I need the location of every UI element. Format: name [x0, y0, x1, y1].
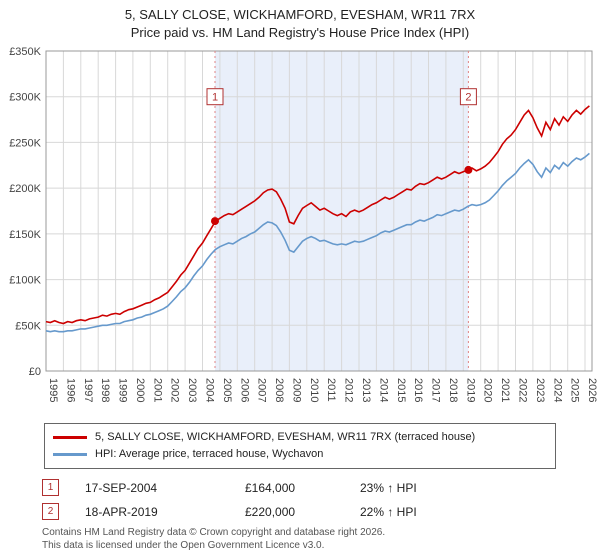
- chart-area: 1995 1996 1997 1998 1999 2000 2001 2002 2003 2004…: [0, 41, 600, 419]
- svg-text:2001: 2001: [151, 378, 163, 402]
- sale-1-number-badge: 1: [42, 479, 59, 497]
- svg-text:1999: 1999: [117, 378, 129, 402]
- svg-text:2005: 2005: [221, 378, 233, 402]
- chart-title-line1: 5, SALLY CLOSE, WICKHAMFORD, EVESHAM, WR…: [124, 7, 476, 22]
- sale-2-date: 18-APR-2019: [85, 504, 158, 519]
- svg-text:£0: £0: [29, 366, 41, 378]
- svg-text:2023: 2023: [534, 378, 546, 402]
- svg-text:2008: 2008: [273, 378, 285, 402]
- svg-text:2024: 2024: [551, 378, 563, 402]
- footer-line1: Contains HM Land Registry data © Crown c…: [42, 527, 386, 539]
- svg-text:1998: 1998: [99, 378, 111, 402]
- svg-text:2012: 2012: [343, 378, 355, 402]
- svg-text:2011: 2011: [325, 378, 337, 402]
- footer-line2: This data is licensed under the Open Gov…: [42, 539, 325, 551]
- svg-text:1997: 1997: [82, 378, 94, 402]
- svg-text:2020: 2020: [482, 378, 494, 402]
- svg-text:£350K: £350K: [9, 46, 41, 58]
- svg-text:1995: 1995: [47, 378, 59, 402]
- legend-row-property: 5, SALLY CLOSE, WICKHAMFORD, EVESHAM, WR…: [53, 429, 547, 446]
- svg-text:2004: 2004: [204, 378, 216, 402]
- svg-text:£250K: £250K: [9, 137, 41, 149]
- svg-text:2016: 2016: [412, 378, 424, 402]
- sale-row-2: 2 18-APR-2019 £220,000 22% ↑ HPI: [42, 503, 600, 521]
- price-chart-svg: 1995 1996 1997 1998 1999 2000 2001 2002 2003 2004…: [9, 46, 598, 402]
- svg-text:2014: 2014: [377, 378, 389, 402]
- svg-text:1: 1: [212, 92, 218, 104]
- svg-text:2009: 2009: [290, 378, 302, 402]
- svg-text:2019: 2019: [464, 378, 476, 402]
- license-footer: Contains HM Land Registry data © Crown c…: [42, 527, 600, 552]
- sale-2-number-badge: 2: [42, 503, 59, 521]
- chart-title: 5, SALLY CLOSE, WICKHAMFORD, EVESHAM, WR…: [0, 6, 600, 41]
- svg-text:2015: 2015: [395, 378, 407, 402]
- legend-label-property: 5, SALLY CLOSE, WICKHAMFORD, EVESHAM, WR…: [95, 431, 476, 444]
- svg-text:£100K: £100K: [9, 275, 41, 287]
- sale-row-1: 1 17-SEP-2004 £164,000 23% ↑ HPI: [42, 479, 600, 497]
- svg-text:£200K: £200K: [9, 183, 41, 195]
- svg-text:1996: 1996: [64, 378, 76, 402]
- svg-text:£150K: £150K: [9, 229, 41, 241]
- chart-title-line2: Price paid vs. HM Land Registry's House …: [130, 24, 470, 40]
- sale-1-price: £164,000: [245, 480, 296, 495]
- sale-2-price: £220,000: [245, 504, 296, 519]
- svg-text:2000: 2000: [134, 378, 146, 402]
- sale-1-hpi-delta: 23% ↑ HPI: [360, 480, 417, 495]
- svg-text:2025: 2025: [569, 378, 581, 402]
- svg-text:2021: 2021: [499, 378, 511, 402]
- sale-2-hpi-delta: 22% ↑ HPI: [360, 504, 417, 519]
- svg-text:2006: 2006: [238, 378, 250, 402]
- svg-text:£50K: £50K: [15, 320, 41, 332]
- red-line-sample-icon: [53, 436, 87, 440]
- sale-1-date: 17-SEP-2004: [85, 480, 158, 495]
- svg-text:2013: 2013: [360, 378, 372, 402]
- svg-text:2018: 2018: [447, 378, 459, 402]
- svg-text:2026: 2026: [586, 378, 598, 402]
- chart-legend: 5, SALLY CLOSE, WICKHAMFORD, EVESHAM, WR…: [44, 423, 556, 470]
- svg-text:2022: 2022: [517, 378, 529, 402]
- sales-table: 1 17-SEP-2004 £164,000 23% ↑ HPI 2 18-AP…: [42, 479, 600, 521]
- blue-line-sample-icon: [53, 453, 87, 457]
- legend-row-hpi: HPI: Average price, terraced house, Wych…: [53, 446, 547, 463]
- svg-text:2010: 2010: [308, 378, 320, 402]
- svg-text:2007: 2007: [256, 378, 268, 402]
- svg-text:2: 2: [465, 92, 471, 104]
- svg-text:2002: 2002: [169, 378, 181, 402]
- svg-text:2003: 2003: [186, 378, 198, 402]
- legend-label-hpi: HPI: Average price, terraced house, Wych…: [95, 448, 324, 461]
- svg-text:£300K: £300K: [9, 92, 41, 104]
- svg-text:2017: 2017: [430, 378, 442, 402]
